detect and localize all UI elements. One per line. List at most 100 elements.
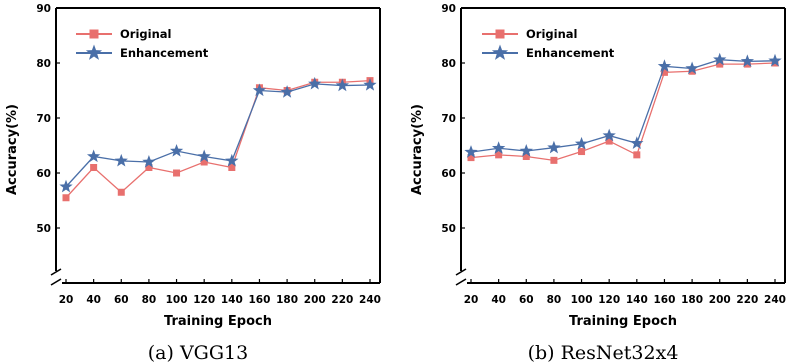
data-point-marker [280, 85, 294, 98]
chart-caption: (a) VGG13 [148, 342, 248, 364]
data-point-marker [605, 137, 613, 145]
data-point-marker [225, 153, 239, 167]
series-line [470, 59, 776, 153]
data-point-marker [550, 156, 558, 164]
data-point-marker [713, 52, 727, 66]
series-original [467, 59, 779, 164]
x-tick-label: 180 [681, 294, 703, 306]
x-tick-label: 120 [598, 294, 620, 306]
data-point-marker [169, 144, 184, 157]
legend-label: Enhancement [526, 46, 615, 60]
series-original [62, 77, 374, 202]
legend: Original Enhancement [482, 27, 615, 60]
y-axis-title: Accuracy(%) [5, 104, 20, 195]
data-point-marker [740, 54, 755, 68]
x-tick-label: 220 [736, 294, 758, 306]
data-point-marker [114, 153, 128, 167]
x-tick-label: 160 [248, 294, 270, 306]
x-tick-label: 180 [276, 294, 298, 306]
legend-marker [89, 29, 99, 39]
legend: Original Enhancement [76, 27, 209, 60]
x-tick-label: 20 [464, 294, 479, 306]
axis-break-mark [455, 278, 467, 286]
data-point-marker [602, 128, 616, 142]
series-enhancement [59, 76, 377, 193]
x-tick-label: 100 [571, 294, 593, 306]
x-tick-label: 220 [331, 294, 353, 306]
y-tick-label: 60 [36, 168, 51, 180]
y-tick-label: 80 [36, 58, 51, 70]
x-tick-label: 60 [519, 294, 534, 306]
x-axis-title: Training Epoch [164, 314, 272, 329]
data-point-marker [335, 78, 350, 92]
x-axis-title: Training Epoch [569, 314, 677, 329]
x-tick-label: 160 [653, 294, 675, 306]
data-point-marker [547, 140, 561, 154]
x-tick-label: 60 [114, 294, 129, 306]
x-tick-label: 80 [547, 294, 562, 306]
y-tick-label: 50 [36, 223, 51, 235]
legend-label: Original [526, 27, 577, 41]
data-point-marker [495, 151, 503, 159]
data-point-marker [117, 188, 125, 196]
data-point-marker [59, 179, 73, 193]
data-point-marker [633, 151, 641, 159]
data-point-marker [519, 144, 533, 157]
data-point-marker [173, 169, 181, 177]
data-point-marker [768, 53, 782, 67]
data-point-marker [197, 149, 211, 163]
chart-panel-2: 50 60 70 80 90 20 40 60 80 100 120 140 160 180 200 220 2… [410, 3, 786, 364]
y-tick-label: 60 [441, 168, 456, 180]
axis-break-mark [455, 268, 467, 276]
x-tick-label: 140 [221, 294, 243, 306]
chart-panel-1: 50 60 70 80 90 20 40 60 80 100 120 140 160 180 200 220 2… [5, 3, 381, 364]
data-point-marker [142, 155, 156, 168]
data-point-marker [657, 59, 672, 72]
x-tick-label: 40 [86, 294, 101, 306]
legend-marker [491, 44, 509, 60]
data-point-marker [308, 76, 322, 90]
x-tick-label: 240 [359, 294, 381, 306]
series-line [65, 79, 371, 199]
legend-label: Enhancement [120, 46, 209, 60]
x-tick-label: 40 [491, 294, 506, 306]
legend-marker [495, 29, 505, 39]
data-point-marker [363, 78, 377, 91]
x-tick-label: 240 [764, 294, 786, 306]
data-point-marker [574, 136, 589, 150]
y-axis-title: Accuracy(%) [410, 104, 425, 195]
x-tick-label: 100 [166, 294, 188, 306]
y-tick-label: 80 [441, 58, 456, 70]
series-line [470, 62, 776, 162]
data-point-marker [90, 164, 98, 171]
data-point-marker [491, 141, 506, 154]
data-point-marker [145, 164, 153, 171]
data-point-marker [62, 194, 70, 202]
y-tick-label: 70 [36, 113, 51, 125]
data-point-marker [200, 158, 208, 166]
legend-marker [85, 44, 103, 60]
data-point-marker [86, 149, 101, 163]
series-enhancement [464, 52, 782, 158]
x-tick-label: 20 [59, 294, 74, 306]
legend-label: Original [120, 27, 171, 41]
data-point-marker [630, 136, 644, 149]
data-point-marker [522, 153, 530, 160]
data-point-marker [685, 61, 699, 75]
data-point-marker [467, 154, 475, 162]
x-tick-label: 80 [142, 294, 157, 306]
x-tick-label: 140 [626, 294, 648, 306]
y-tick-label: 90 [36, 3, 51, 15]
x-tick-label: 120 [193, 294, 215, 306]
x-tick-label: 200 [709, 294, 731, 306]
axis-break-mark [50, 278, 62, 286]
x-tick-label: 200 [304, 294, 326, 306]
series-line [65, 83, 371, 188]
data-point-marker [228, 164, 236, 171]
data-point-marker [578, 148, 586, 156]
data-point-marker [464, 145, 478, 158]
data-point-marker [252, 83, 267, 97]
data-point-marker [716, 60, 724, 68]
y-tick-label: 70 [441, 113, 456, 125]
